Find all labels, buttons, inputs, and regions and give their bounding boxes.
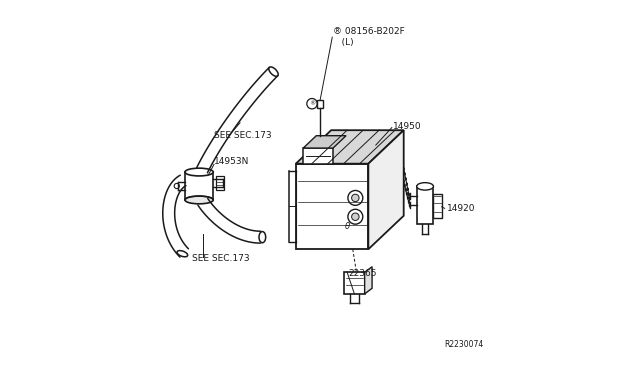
Bar (433, 194, 442, 218)
Ellipse shape (417, 183, 433, 190)
Ellipse shape (177, 251, 188, 257)
Bar (185, 172, 213, 200)
Text: ® 08156-B202F
   (L): ® 08156-B202F (L) (333, 28, 404, 47)
Bar (317, 100, 323, 108)
Polygon shape (369, 130, 404, 249)
Text: 14950: 14950 (392, 122, 421, 131)
Polygon shape (296, 164, 369, 249)
Polygon shape (365, 267, 372, 294)
Text: R2230074: R2230074 (444, 340, 484, 349)
Text: SEE SEC.173: SEE SEC.173 (191, 254, 250, 263)
Text: SEE SEC.173: SEE SEC.173 (214, 131, 271, 140)
Ellipse shape (259, 231, 266, 243)
Circle shape (348, 190, 363, 205)
Circle shape (174, 183, 179, 189)
Ellipse shape (185, 196, 213, 204)
Bar (216, 176, 223, 190)
Text: ®: ® (309, 101, 315, 106)
Polygon shape (296, 130, 404, 164)
Polygon shape (303, 136, 346, 148)
Ellipse shape (185, 168, 213, 176)
Ellipse shape (269, 67, 278, 76)
Text: 22365: 22365 (348, 269, 376, 278)
Text: 14920: 14920 (447, 204, 475, 213)
Circle shape (351, 213, 359, 221)
Bar (344, 272, 365, 294)
Bar (303, 148, 333, 164)
Text: $\theta$: $\theta$ (344, 220, 351, 231)
Circle shape (351, 194, 359, 202)
Text: 14953N: 14953N (214, 157, 250, 166)
Circle shape (348, 209, 363, 224)
Bar (417, 186, 433, 224)
